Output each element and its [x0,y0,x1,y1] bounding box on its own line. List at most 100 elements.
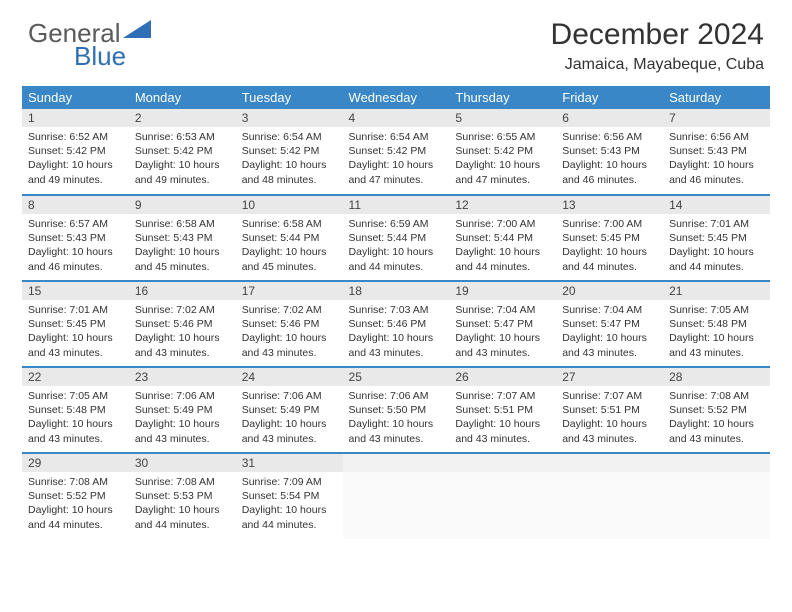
calendar-day-cell: 8Sunrise: 6:57 AMSunset: 5:43 PMDaylight… [22,195,129,281]
day-info: Sunrise: 7:00 AMSunset: 5:45 PMDaylight:… [556,214,663,278]
calendar-day-cell: 9Sunrise: 6:58 AMSunset: 5:43 PMDaylight… [129,195,236,281]
day-info: Sunrise: 7:07 AMSunset: 5:51 PMDaylight:… [449,386,556,450]
calendar-day-cell: 22Sunrise: 7:05 AMSunset: 5:48 PMDayligh… [22,367,129,453]
day-info: Sunrise: 7:01 AMSunset: 5:45 PMDaylight:… [22,300,129,364]
calendar-week-row: 15Sunrise: 7:01 AMSunset: 5:45 PMDayligh… [22,281,770,367]
day-info: Sunrise: 7:08 AMSunset: 5:52 PMDaylight:… [663,386,770,450]
day-info: Sunrise: 7:00 AMSunset: 5:44 PMDaylight:… [449,214,556,278]
day-info: Sunrise: 7:03 AMSunset: 5:46 PMDaylight:… [343,300,450,364]
day-info: Sunrise: 6:52 AMSunset: 5:42 PMDaylight:… [22,127,129,191]
day-number: 24 [236,368,343,386]
day-number: 5 [449,109,556,127]
weekday-header-row: SundayMondayTuesdayWednesdayThursdayFrid… [22,86,770,109]
calendar-day-cell: 25Sunrise: 7:06 AMSunset: 5:50 PMDayligh… [343,367,450,453]
day-info: Sunrise: 7:05 AMSunset: 5:48 PMDaylight:… [663,300,770,364]
calendar-day-cell: 1Sunrise: 6:52 AMSunset: 5:42 PMDaylight… [22,109,129,195]
weekday-header: Monday [129,86,236,109]
calendar-day-cell: 27Sunrise: 7:07 AMSunset: 5:51 PMDayligh… [556,367,663,453]
calendar-day-cell [663,453,770,539]
logo-text-blue: Blue [74,41,151,72]
day-number: 29 [22,454,129,472]
calendar-day-cell: 11Sunrise: 6:59 AMSunset: 5:44 PMDayligh… [343,195,450,281]
calendar-day-cell: 28Sunrise: 7:08 AMSunset: 5:52 PMDayligh… [663,367,770,453]
calendar-week-row: 22Sunrise: 7:05 AMSunset: 5:48 PMDayligh… [22,367,770,453]
calendar-day-cell: 17Sunrise: 7:02 AMSunset: 5:46 PMDayligh… [236,281,343,367]
calendar-day-cell: 20Sunrise: 7:04 AMSunset: 5:47 PMDayligh… [556,281,663,367]
calendar-day-cell: 15Sunrise: 7:01 AMSunset: 5:45 PMDayligh… [22,281,129,367]
day-number: 19 [449,282,556,300]
day-number: 10 [236,196,343,214]
day-number: 3 [236,109,343,127]
calendar-day-cell [556,453,663,539]
day-number: 12 [449,196,556,214]
calendar-day-cell: 10Sunrise: 6:58 AMSunset: 5:44 PMDayligh… [236,195,343,281]
calendar-day-cell: 6Sunrise: 6:56 AMSunset: 5:43 PMDaylight… [556,109,663,195]
day-number: 18 [343,282,450,300]
day-number: 22 [22,368,129,386]
day-info: Sunrise: 7:02 AMSunset: 5:46 PMDaylight:… [129,300,236,364]
weekday-header: Thursday [449,86,556,109]
weekday-header: Friday [556,86,663,109]
calendar-day-cell: 7Sunrise: 6:56 AMSunset: 5:43 PMDaylight… [663,109,770,195]
day-info: Sunrise: 7:07 AMSunset: 5:51 PMDaylight:… [556,386,663,450]
day-info: Sunrise: 6:53 AMSunset: 5:42 PMDaylight:… [129,127,236,191]
day-info: Sunrise: 7:06 AMSunset: 5:49 PMDaylight:… [236,386,343,450]
day-number: 25 [343,368,450,386]
day-number: 11 [343,196,450,214]
day-number: 13 [556,196,663,214]
day-info: Sunrise: 7:08 AMSunset: 5:52 PMDaylight:… [22,472,129,536]
calendar-day-cell: 31Sunrise: 7:09 AMSunset: 5:54 PMDayligh… [236,453,343,539]
day-number: 14 [663,196,770,214]
calendar-day-cell: 21Sunrise: 7:05 AMSunset: 5:48 PMDayligh… [663,281,770,367]
day-info: Sunrise: 6:54 AMSunset: 5:42 PMDaylight:… [343,127,450,191]
day-number: 17 [236,282,343,300]
day-number: 27 [556,368,663,386]
calendar-day-cell: 19Sunrise: 7:04 AMSunset: 5:47 PMDayligh… [449,281,556,367]
calendar-table: SundayMondayTuesdayWednesdayThursdayFrid… [22,86,770,539]
calendar-week-row: 29Sunrise: 7:08 AMSunset: 5:52 PMDayligh… [22,453,770,539]
day-info: Sunrise: 7:09 AMSunset: 5:54 PMDaylight:… [236,472,343,536]
calendar-day-cell [343,453,450,539]
calendar-day-cell: 12Sunrise: 7:00 AMSunset: 5:44 PMDayligh… [449,195,556,281]
day-number: 7 [663,109,770,127]
calendar-day-cell: 29Sunrise: 7:08 AMSunset: 5:52 PMDayligh… [22,453,129,539]
day-info: Sunrise: 6:58 AMSunset: 5:43 PMDaylight:… [129,214,236,278]
day-info: Sunrise: 6:54 AMSunset: 5:42 PMDaylight:… [236,127,343,191]
day-number: 23 [129,368,236,386]
calendar-day-cell: 14Sunrise: 7:01 AMSunset: 5:45 PMDayligh… [663,195,770,281]
day-number: 20 [556,282,663,300]
calendar-day-cell [449,453,556,539]
day-info: Sunrise: 7:06 AMSunset: 5:49 PMDaylight:… [129,386,236,450]
weekday-header: Tuesday [236,86,343,109]
day-info: Sunrise: 7:08 AMSunset: 5:53 PMDaylight:… [129,472,236,536]
calendar-day-cell: 13Sunrise: 7:00 AMSunset: 5:45 PMDayligh… [556,195,663,281]
day-number: 15 [22,282,129,300]
day-info: Sunrise: 7:05 AMSunset: 5:48 PMDaylight:… [22,386,129,450]
day-info: Sunrise: 6:59 AMSunset: 5:44 PMDaylight:… [343,214,450,278]
day-info: Sunrise: 6:58 AMSunset: 5:44 PMDaylight:… [236,214,343,278]
weekday-header: Wednesday [343,86,450,109]
day-info: Sunrise: 6:56 AMSunset: 5:43 PMDaylight:… [556,127,663,191]
weekday-header: Saturday [663,86,770,109]
day-number: 16 [129,282,236,300]
day-number: 1 [22,109,129,127]
day-number: 8 [22,196,129,214]
logo: General Blue [28,18,151,72]
day-number: 9 [129,196,236,214]
day-info: Sunrise: 6:57 AMSunset: 5:43 PMDaylight:… [22,214,129,278]
day-number: 4 [343,109,450,127]
calendar-week-row: 1Sunrise: 6:52 AMSunset: 5:42 PMDaylight… [22,109,770,195]
day-number: 26 [449,368,556,386]
calendar-week-row: 8Sunrise: 6:57 AMSunset: 5:43 PMDaylight… [22,195,770,281]
day-info: Sunrise: 7:06 AMSunset: 5:50 PMDaylight:… [343,386,450,450]
day-number: 30 [129,454,236,472]
day-info: Sunrise: 7:04 AMSunset: 5:47 PMDaylight:… [556,300,663,364]
calendar-day-cell: 4Sunrise: 6:54 AMSunset: 5:42 PMDaylight… [343,109,450,195]
calendar-day-cell: 18Sunrise: 7:03 AMSunset: 5:46 PMDayligh… [343,281,450,367]
day-number: 6 [556,109,663,127]
day-info: Sunrise: 7:01 AMSunset: 5:45 PMDaylight:… [663,214,770,278]
day-number: 2 [129,109,236,127]
calendar-day-cell: 16Sunrise: 7:02 AMSunset: 5:46 PMDayligh… [129,281,236,367]
page-title: December 2024 [551,18,764,52]
calendar-day-cell: 2Sunrise: 6:53 AMSunset: 5:42 PMDaylight… [129,109,236,195]
